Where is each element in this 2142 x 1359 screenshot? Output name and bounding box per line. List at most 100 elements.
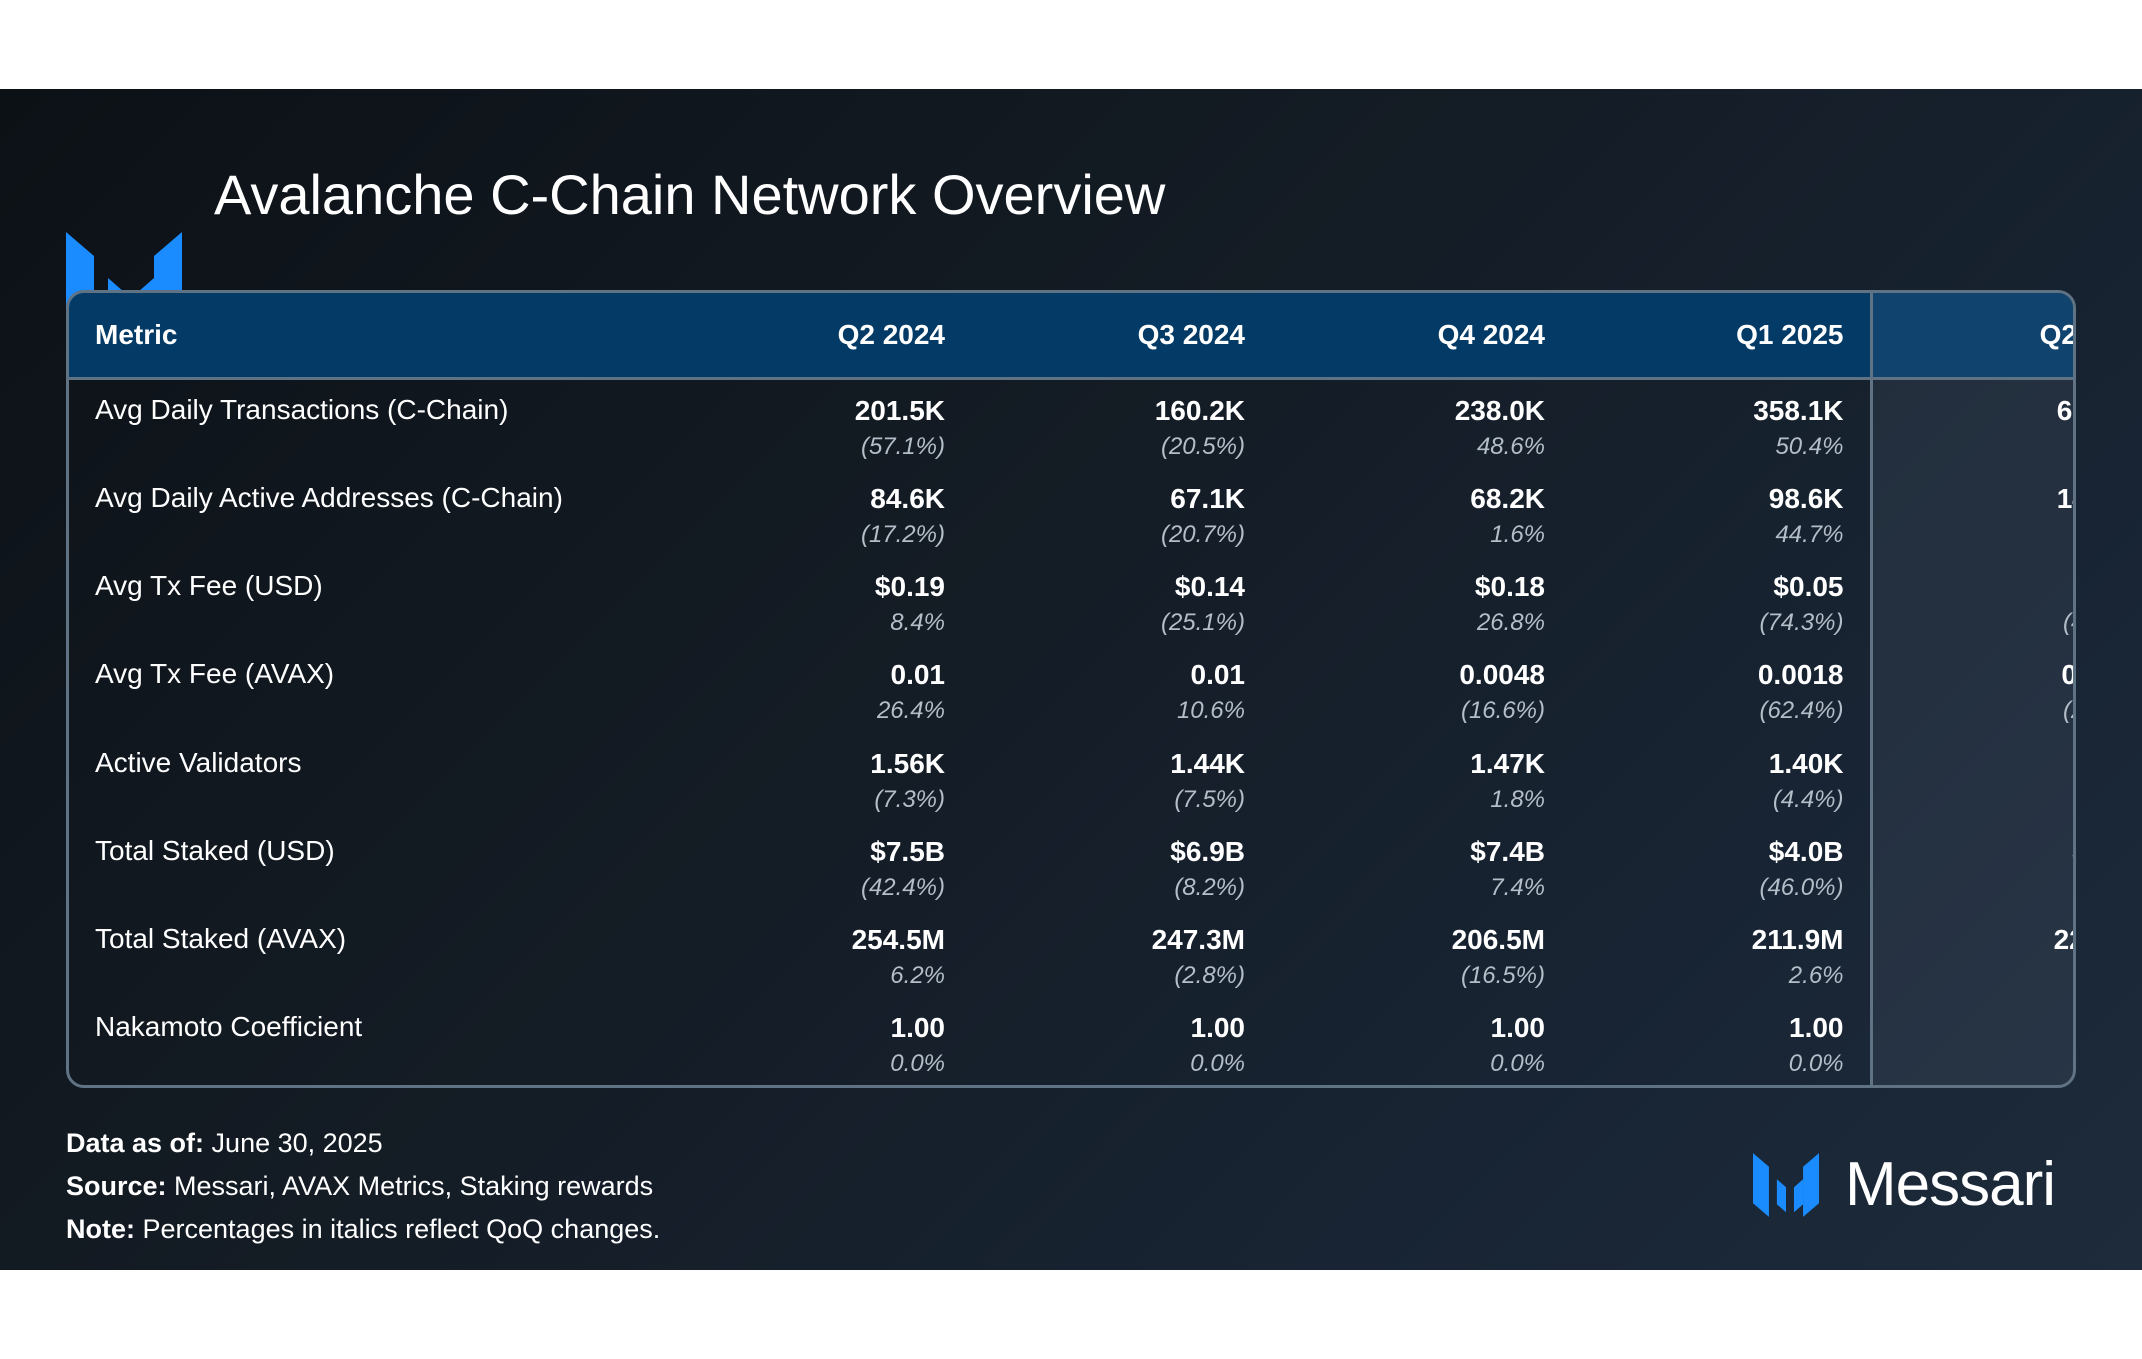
qoq-change: (42.7%) (2062, 609, 2073, 637)
value-cell-q3-2024: 0.01 10.6% (971, 644, 1271, 732)
brand-name: Messari (1845, 1150, 2056, 1219)
qoq-change: (20.5%) (1160, 433, 1245, 460)
metric-value: 206.5M (1451, 923, 1545, 955)
value-cell-q2-2024: 1.56K (7.3%) (671, 733, 971, 821)
table-row: Avg Daily Transactions (C-Chain) 201.5K (5… (69, 378, 2074, 469)
value-cell-q4-2024: $0.18 26.8% (1271, 556, 1571, 644)
value-cell-q1-2025: 98.6K 44.7% (1571, 468, 1871, 556)
qoq-change: 8.4% (890, 609, 945, 637)
qoq-change: 0.0% (1490, 1049, 1545, 1077)
table-row: Avg Tx Fee (USD) $0.19 8.4% $0.14 (25.1%) $0.… (69, 556, 2073, 645)
metric-value: 1.00 (1490, 1011, 1546, 1043)
metric-value: 358.1K (1753, 395, 1844, 426)
metric-name: Active Validators (95, 746, 302, 778)
metric-value: 1.44K (1873, 747, 2073, 781)
qoq-change: (74.3%) (1759, 609, 1844, 637)
table-row: Avg Tx Fee (AVAX) 0.01 26.4% 0.01 10.6% 0.004… (69, 644, 2076, 733)
metric-value: 67.1K (1170, 483, 1245, 515)
messari-logo-icon (1753, 1153, 1819, 1217)
metric-name: Avg Tx Fee (USD) (95, 570, 323, 602)
qoq-change: 47.2% (1873, 518, 2074, 552)
data-as-of-line: Data as of: June 30, 2025 (66, 1122, 660, 1165)
value-cell-q2-2024: $0.19 8.4% (671, 556, 971, 644)
value-cell-q3-2024: 160.2K (20.5%) (971, 379, 1271, 469)
metric-cell: Total Staked (AVAX) (69, 909, 671, 997)
qoq-change: 1.6% (1490, 521, 1545, 549)
metric-value: $4.0B (1768, 835, 1844, 867)
footer-notes: Data as of: June 30, 2025 Source: Messar… (66, 1122, 660, 1251)
value-cell-q2-2024: 1.00 0.0% (671, 997, 971, 1085)
qoq-change: 7.4% (1490, 873, 1545, 901)
metric-value: $0.18 (1474, 571, 1545, 603)
table-row: Total Staked (USD) $7.5B (42.4%) $6.9B (8.2%… (69, 820, 2074, 909)
metric-value: 637.4K (2056, 395, 2073, 426)
value-cell-q2-2025: 145.2K 47.2% (1869, 468, 2074, 557)
qoq-change: (2.8%) (1174, 961, 1245, 989)
qoq-change: 26.4% (876, 697, 945, 725)
value-cell-q2-2025: 1.44K2.5% (1869, 732, 2073, 821)
source-label: Source: (66, 1171, 167, 1201)
note-line: Note: Percentages in italics reflect QoQ… (66, 1208, 660, 1251)
value-cell-q1-2025: 0.0018 (62.4%) (1571, 644, 1871, 732)
qoq-change: (57.1%) (860, 433, 945, 460)
qoq-change: (7.3%) (874, 785, 945, 813)
value-cell-q1-2025: $4.0B (46.0%) (1571, 821, 1871, 909)
metric-value: 0.0013 (2061, 659, 2076, 691)
column-header-q4-2024: Q4 2024 (1271, 293, 1571, 380)
source-line: Source: Messari, AVAX Metrics, Staking r… (66, 1165, 660, 1208)
note-label: Note: (66, 1214, 135, 1244)
value-cell-q1-2025: 211.9M 2.6% (1571, 909, 1871, 997)
qoq-change: (16.5%) (1460, 961, 1545, 989)
metric-value: 238.0K (1454, 395, 1545, 426)
value-cell-q2-2024: 201.5K (57.1%) (671, 379, 971, 469)
qoq-change: 10.6% (1176, 697, 1245, 725)
metric-value: 0.0018 (1757, 659, 1844, 691)
data-as-of-label: Data as of: (66, 1128, 205, 1158)
metric-value: 1.00 (890, 1011, 946, 1043)
qoq-change: (46.0%) (1759, 873, 1844, 901)
value-cell-q2-2025: 637.4K 78.0% (1869, 378, 2074, 469)
value-cell-q4-2024: 206.5M (16.5%) (1271, 909, 1571, 997)
metric-value: 1.40K (1768, 747, 1844, 779)
metric-name: Total Staked (AVAX) (95, 922, 347, 954)
report-panel (0, 89, 2142, 1270)
qoq-change: 0.0% (1788, 1049, 1844, 1077)
metric-value: 0.0048 (1459, 659, 1545, 691)
page-title: Avalanche C-Chain Network Overview (214, 163, 1166, 226)
data-as-of-value: June 30, 2025 (204, 1128, 383, 1158)
value-cell-q1-2025: 1.00 0.0% (1571, 997, 1871, 1085)
metric-value: $0.14 (1174, 571, 1245, 603)
value-cell-q3-2024: 247.3M (2.8%) (971, 909, 1271, 997)
qoq-change: 50.4% (1775, 433, 1844, 460)
qoq-change: 1.8% (1490, 785, 1545, 813)
value-cell-q2-2024: 0.01 26.4% (671, 644, 971, 732)
metric-value: 160.2K (1154, 395, 1245, 426)
metrics-table: Metric Q2 2024 Q3 2024 Q4 2024 Q1 2025 Q… (66, 290, 2076, 1088)
value-cell-q3-2024: 1.44K (7.5%) (971, 733, 1271, 821)
metric-value: $0.05 (1773, 571, 1844, 603)
value-cell-q2-2025: $4.0B0.1% (1869, 820, 2074, 909)
qoq-change: (28.4%) (2062, 697, 2073, 725)
qoq-change: 0.0% (890, 1049, 945, 1077)
metric-value: $7.4B (1470, 835, 1545, 867)
metric-cell: Avg Tx Fee (USD) (69, 556, 671, 644)
qoq-change: 78.0% (1873, 430, 2074, 464)
metric-cell: Avg Tx Fee (AVAX) (69, 644, 671, 732)
value-cell-q4-2024: 1.00 0.0% (1271, 997, 1571, 1085)
value-cell-q3-2024: $6.9B (8.2%) (971, 821, 1271, 909)
table-row: Avg Daily Active Addresses (C-Chain) 84.6… (69, 468, 2074, 557)
metric-value: 1.56K (870, 747, 945, 779)
qoq-change: 0.1% (1873, 871, 2074, 905)
metric-value: 211.9M (1751, 923, 1844, 955)
metric-cell: Avg Daily Active Addresses (C-Chain) (69, 468, 671, 556)
metric-value: 1.44K (1170, 747, 1245, 779)
column-header-q3-2024: Q3 2024 (971, 293, 1271, 380)
qoq-change: (62.4%) (1759, 697, 1844, 725)
value-cell-q3-2024: 1.00 0.0% (971, 997, 1271, 1085)
metric-cell: Active Validators (69, 733, 671, 821)
table-row: Total Staked (AVAX) 254.5M 6.2% 247.3M (2.8%… (69, 908, 2073, 997)
qoq-change: (25.1%) (1160, 609, 1245, 637)
table-row: Nakamoto Coefficient 1.00 0.0% 1.00 0.0% 1.00… (69, 996, 2073, 1085)
brand-logo: Messari (1753, 1150, 2083, 1220)
metric-value: 0.01 (1190, 659, 1246, 691)
